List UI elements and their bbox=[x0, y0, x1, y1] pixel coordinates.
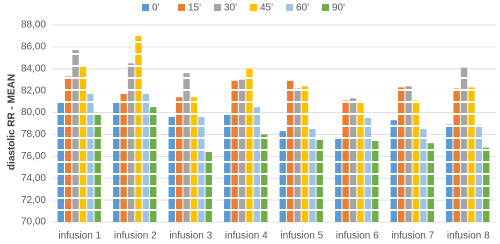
bar bbox=[405, 86, 412, 223]
x-tick-label: infusion 5 bbox=[280, 231, 323, 242]
bar bbox=[420, 128, 427, 222]
bar bbox=[120, 93, 127, 222]
bar bbox=[87, 93, 94, 222]
legend-swatch bbox=[322, 4, 329, 11]
bar bbox=[183, 73, 190, 223]
bar bbox=[483, 147, 490, 222]
bar bbox=[349, 98, 357, 222]
y-tick-label: 86,00 bbox=[21, 42, 46, 53]
bar bbox=[142, 93, 150, 222]
bar bbox=[427, 143, 434, 222]
bar bbox=[261, 134, 268, 222]
y-tick-label: 88,00 bbox=[21, 20, 46, 31]
x-tick-label: infusion 3 bbox=[169, 231, 212, 242]
bar bbox=[453, 88, 460, 222]
bar bbox=[175, 97, 183, 222]
legend-label: 45' bbox=[260, 3, 273, 14]
bar bbox=[316, 139, 323, 222]
bar bbox=[286, 80, 294, 222]
bar bbox=[72, 50, 79, 222]
bar bbox=[224, 113, 231, 222]
bar bbox=[246, 68, 253, 223]
legend-label: 30' bbox=[224, 3, 237, 14]
bar bbox=[190, 97, 198, 222]
y-tick-label: 82,00 bbox=[21, 85, 46, 96]
y-tick-label: 72,00 bbox=[21, 195, 46, 206]
bar bbox=[372, 141, 379, 222]
bar bbox=[390, 120, 397, 222]
x-tick-label: infusion 6 bbox=[336, 231, 379, 242]
legend-label: 60' bbox=[296, 3, 309, 14]
bar bbox=[468, 87, 475, 222]
x-tick-label: infusion 1 bbox=[58, 231, 101, 242]
legend-label: 0' bbox=[152, 3, 160, 14]
bar bbox=[231, 80, 238, 222]
y-tick-label: 74,00 bbox=[21, 173, 46, 184]
x-tick-label: infusion 2 bbox=[114, 231, 157, 242]
y-tick-label: 70,00 bbox=[21, 217, 46, 228]
bar bbox=[127, 63, 135, 222]
bar bbox=[335, 137, 342, 222]
y-tick-label: 80,00 bbox=[21, 107, 46, 118]
legend-label: 90' bbox=[332, 3, 345, 14]
legend-swatch bbox=[286, 4, 293, 11]
x-tick-label: infusion 7 bbox=[391, 231, 434, 242]
y-tick-label: 78,00 bbox=[21, 129, 46, 140]
bar bbox=[253, 107, 261, 222]
y-axis-label: diastolic RR - MEAN bbox=[7, 74, 18, 170]
bar bbox=[150, 107, 157, 222]
x-tick-label: infusion 8 bbox=[447, 231, 490, 242]
y-tick-label: 76,00 bbox=[21, 151, 46, 162]
bar bbox=[309, 128, 316, 222]
legend-swatch bbox=[214, 4, 221, 11]
legend-label: 15' bbox=[188, 3, 201, 14]
legend-swatch bbox=[142, 4, 149, 11]
bar bbox=[198, 116, 205, 222]
bar bbox=[168, 116, 175, 222]
bar bbox=[460, 67, 468, 222]
bar bbox=[294, 88, 301, 222]
legend-swatch bbox=[250, 4, 257, 11]
bar bbox=[364, 118, 372, 222]
bar bbox=[397, 87, 405, 222]
y-tick-label: 84,00 bbox=[21, 63, 46, 74]
bar bbox=[301, 86, 309, 223]
bar bbox=[94, 113, 101, 222]
legend-swatch bbox=[178, 4, 185, 11]
x-tick-label: infusion 4 bbox=[225, 231, 268, 242]
bar bbox=[135, 35, 142, 222]
bar bbox=[279, 131, 286, 222]
bar bbox=[79, 65, 87, 222]
